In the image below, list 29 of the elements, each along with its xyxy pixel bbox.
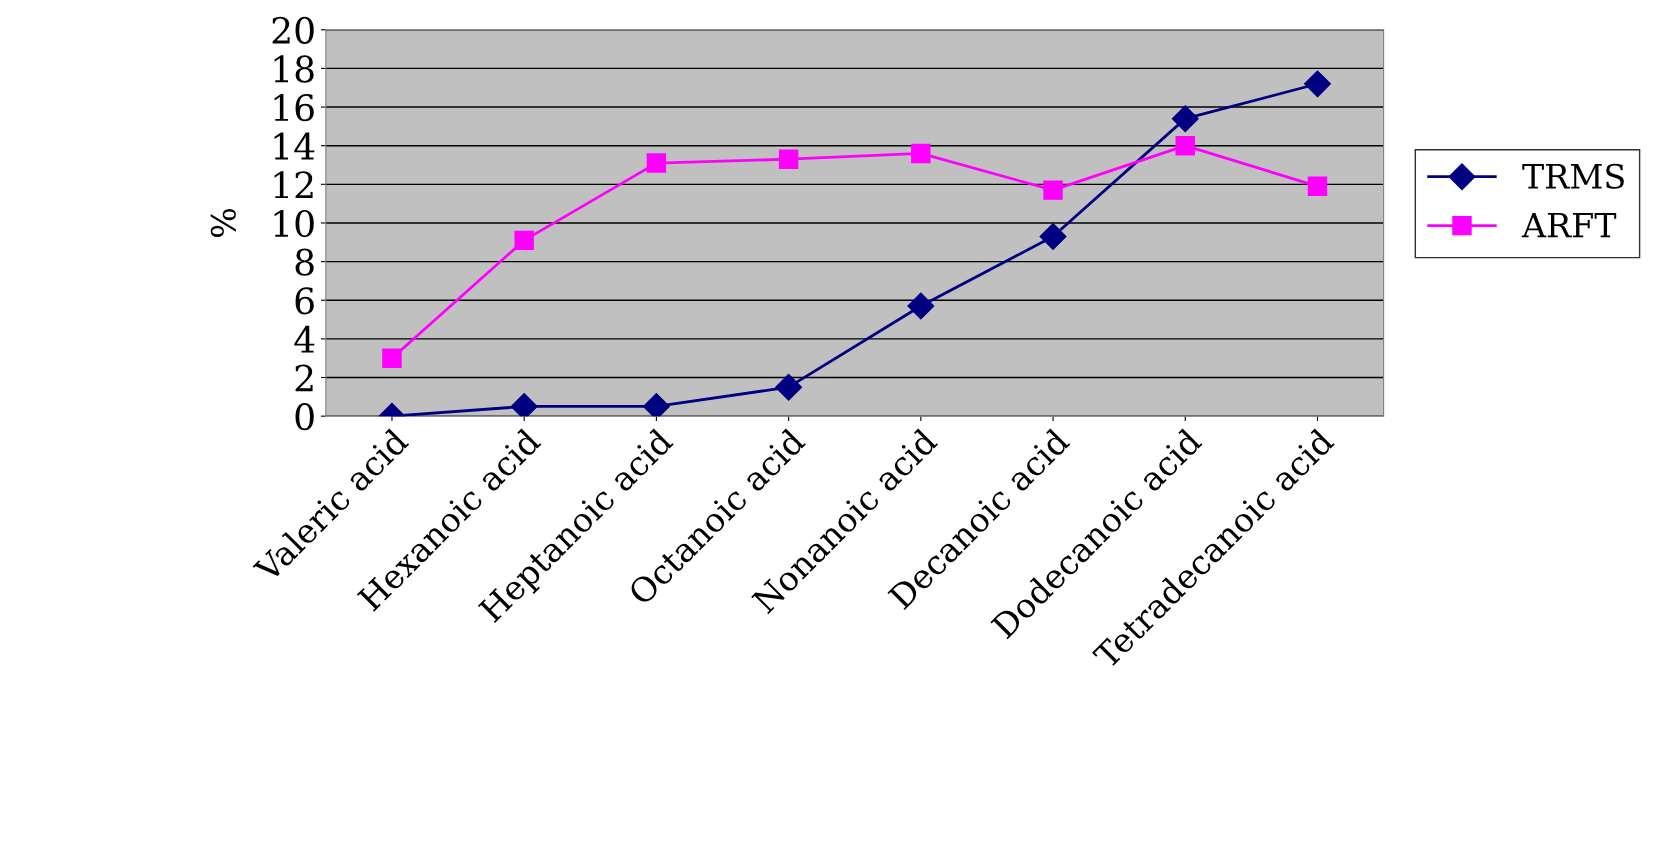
point: [1171, 105, 1199, 133]
point: [382, 348, 402, 368]
y-tick-label: 10: [274, 209, 314, 238]
y-axis-title: %: [210, 208, 236, 237]
y-tick-label: 18: [274, 55, 314, 83]
y-tick-label: 4: [294, 325, 315, 353]
point: [1175, 135, 1195, 156]
point: [514, 230, 534, 251]
y-tick-label: 0: [295, 403, 314, 431]
y-tick-label: 16: [274, 93, 314, 122]
point: [1043, 180, 1063, 200]
point: [642, 393, 670, 417]
point: [1307, 176, 1328, 196]
point: [911, 143, 931, 164]
y-tick-label: 2: [295, 364, 313, 392]
y-tick-label: 8: [295, 248, 314, 276]
y-tick-label: 6: [295, 287, 314, 315]
point: [1039, 223, 1067, 250]
point: [1304, 70, 1331, 98]
point: [775, 373, 803, 401]
point: [778, 149, 799, 169]
y-tick-label: 20: [272, 16, 314, 45]
point: [510, 393, 538, 417]
legend-label: ARFT: [1521, 213, 1617, 238]
y-tick-label: 14: [274, 132, 315, 160]
y-tick-label: 12: [274, 171, 313, 199]
point: [646, 153, 667, 173]
point: [907, 292, 935, 320]
legend-label: TRMS: [1522, 163, 1624, 189]
